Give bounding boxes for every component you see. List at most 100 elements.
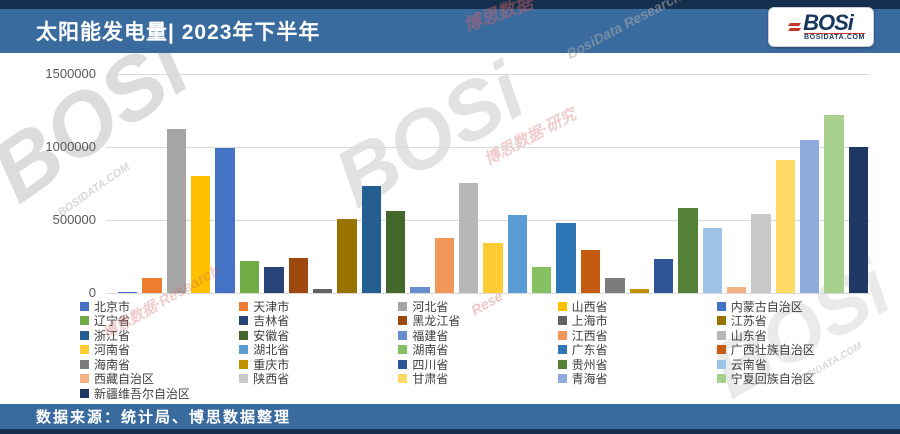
legend-item-重庆市: 重庆市 — [239, 357, 394, 372]
legend-item-甘肃省: 甘肃省 — [398, 372, 553, 387]
legend-swatch-icon — [716, 330, 726, 340]
legend-item-辽宁省: 辽宁省 — [80, 314, 235, 328]
legend-swatch-icon — [398, 345, 408, 355]
legend-item-青海省: 青海省 — [557, 372, 713, 386]
legend-swatch-icon — [716, 374, 726, 384]
bar-甘肃省 — [775, 160, 796, 293]
legend-label: 广东省 — [571, 343, 608, 358]
legend-swatch-icon — [557, 330, 567, 340]
bottom-accent-strip — [0, 429, 900, 434]
gridline-0 — [106, 293, 870, 294]
legend-label: 四川省 — [412, 357, 449, 372]
legend-label: 海南省 — [94, 357, 131, 372]
legend-label: 河南省 — [94, 343, 131, 358]
bar-吉林省 — [264, 267, 284, 293]
legend-item-安徽省: 安徽省 — [239, 328, 394, 343]
legend-swatch-icon — [716, 345, 726, 355]
y-tick-label-1000000: 1000000 — [45, 139, 96, 154]
legend-label: 吉林省 — [253, 314, 290, 329]
legend-swatch-icon — [557, 359, 567, 369]
bar-江苏省 — [337, 219, 357, 293]
legend-label: 广西壮族自治区 — [730, 343, 815, 358]
legend-item-浙江省: 浙江省 — [80, 328, 235, 343]
legend-swatch-icon — [239, 301, 249, 311]
legend-swatch-icon — [557, 301, 567, 311]
data-source-text: 数据来源：统计局、博思数据整理 — [36, 409, 292, 426]
bar-河南省 — [483, 243, 503, 293]
legend-swatch-icon — [239, 316, 249, 326]
bar-新疆维吾尔自治区 — [848, 147, 869, 293]
legend-label: 河北省 — [412, 299, 449, 314]
legend-label: 上海市 — [571, 314, 608, 329]
logo-domain-text: BOSIDATA.COM — [804, 33, 865, 41]
bar-广西壮族自治区 — [580, 250, 601, 293]
legend-item-海南省: 海南省 — [80, 357, 235, 372]
legend-item-河北省: 河北省 — [398, 299, 553, 314]
logo-brand-text: BOSi — [803, 10, 854, 35]
legend-item-吉林省: 吉林省 — [239, 314, 394, 329]
legend-item-西藏自治区: 西藏自治区 — [80, 372, 235, 387]
legend-swatch-icon — [716, 316, 726, 326]
legend-label: 福建省 — [412, 328, 449, 343]
gridline-1000000 — [106, 147, 870, 148]
bar-云南省 — [702, 228, 722, 293]
bar-河北省 — [166, 129, 187, 293]
footer-bar: 数据来源：统计局、博思数据整理 — [0, 404, 900, 429]
bar-宁夏回族自治区 — [824, 115, 844, 293]
legend-label: 贵州省 — [571, 357, 608, 372]
legend-swatch-icon — [80, 374, 89, 384]
bar-江西省 — [434, 238, 455, 293]
legend-label: 山西省 — [571, 299, 608, 314]
bar-安徽省 — [385, 211, 406, 293]
legend-swatch-icon — [398, 330, 408, 340]
bar-北京市 — [118, 292, 138, 293]
legend-item-湖南省: 湖南省 — [398, 343, 553, 358]
legend-item-贵州省: 贵州省 — [557, 357, 713, 372]
bar-湖南省 — [532, 267, 552, 293]
bar-黑龙江省 — [288, 258, 308, 293]
legend-swatch-icon — [239, 345, 249, 355]
legend-label: 黑龙江省 — [412, 314, 461, 329]
legend-swatch-icon — [80, 345, 89, 355]
legend-item-陕西省: 陕西省 — [239, 372, 394, 387]
legend-swatch-icon — [239, 359, 249, 369]
legend-label: 北京市 — [94, 299, 131, 314]
legend-item-上海市: 上海市 — [557, 314, 713, 329]
bar-辽宁省 — [239, 261, 260, 293]
legend-swatch-icon — [557, 374, 567, 384]
legend-label: 西藏自治区 — [94, 372, 155, 387]
y-tick-label-1500000: 1500000 — [45, 66, 96, 81]
legend-swatch-icon — [557, 316, 567, 326]
legend-label: 湖北省 — [253, 343, 290, 358]
legend-label: 甘肃省 — [412, 372, 449, 387]
logo-stripes-icon — [788, 23, 802, 31]
legend-item-广东省: 广东省 — [557, 343, 713, 358]
top-accent-strip — [0, 0, 900, 9]
legend-item-湖北省: 湖北省 — [239, 343, 394, 358]
bar-四川省 — [653, 259, 674, 293]
legend-item-广西壮族自治区: 广西壮族自治区 — [716, 343, 872, 358]
bar-海南省 — [605, 278, 625, 293]
legend-item-山西省: 山西省 — [557, 299, 713, 314]
bar-广东省 — [556, 223, 576, 293]
legend-label: 江西省 — [571, 328, 608, 343]
chart-legend: 北京市 天津市 河北省 山西省 内蒙古自治区辽宁省 吉林省 黑龙江省 上海市 江苏省浙江省 安徽省… — [80, 299, 872, 401]
legend-item-江西省: 江西省 — [557, 328, 713, 343]
legend-label: 内蒙古自治区 — [730, 299, 803, 314]
bosi-logo: BOSi BOSIDATA.COM — [768, 7, 874, 47]
legend-item-天津市: 天津市 — [239, 299, 394, 314]
legend-item-北京市: 北京市 — [80, 299, 235, 314]
legend-label: 宁夏回族自治区 — [730, 372, 815, 387]
legend-item-四川省: 四川省 — [398, 357, 553, 372]
legend-label: 湖南省 — [412, 343, 449, 358]
legend-item-宁夏回族自治区: 宁夏回族自治区 — [716, 372, 872, 387]
legend-item-新疆维吾尔自治区: 新疆维吾尔自治区 — [80, 386, 235, 401]
legend-label: 陕西省 — [253, 372, 290, 387]
legend-swatch-icon — [80, 301, 89, 311]
legend-item-江苏省: 江苏省 — [716, 314, 872, 328]
legend-swatch-icon — [398, 301, 408, 311]
legend-label: 新疆维吾尔自治区 — [94, 386, 191, 401]
legend-swatch-icon — [239, 374, 249, 384]
legend-label: 浙江省 — [94, 328, 131, 343]
